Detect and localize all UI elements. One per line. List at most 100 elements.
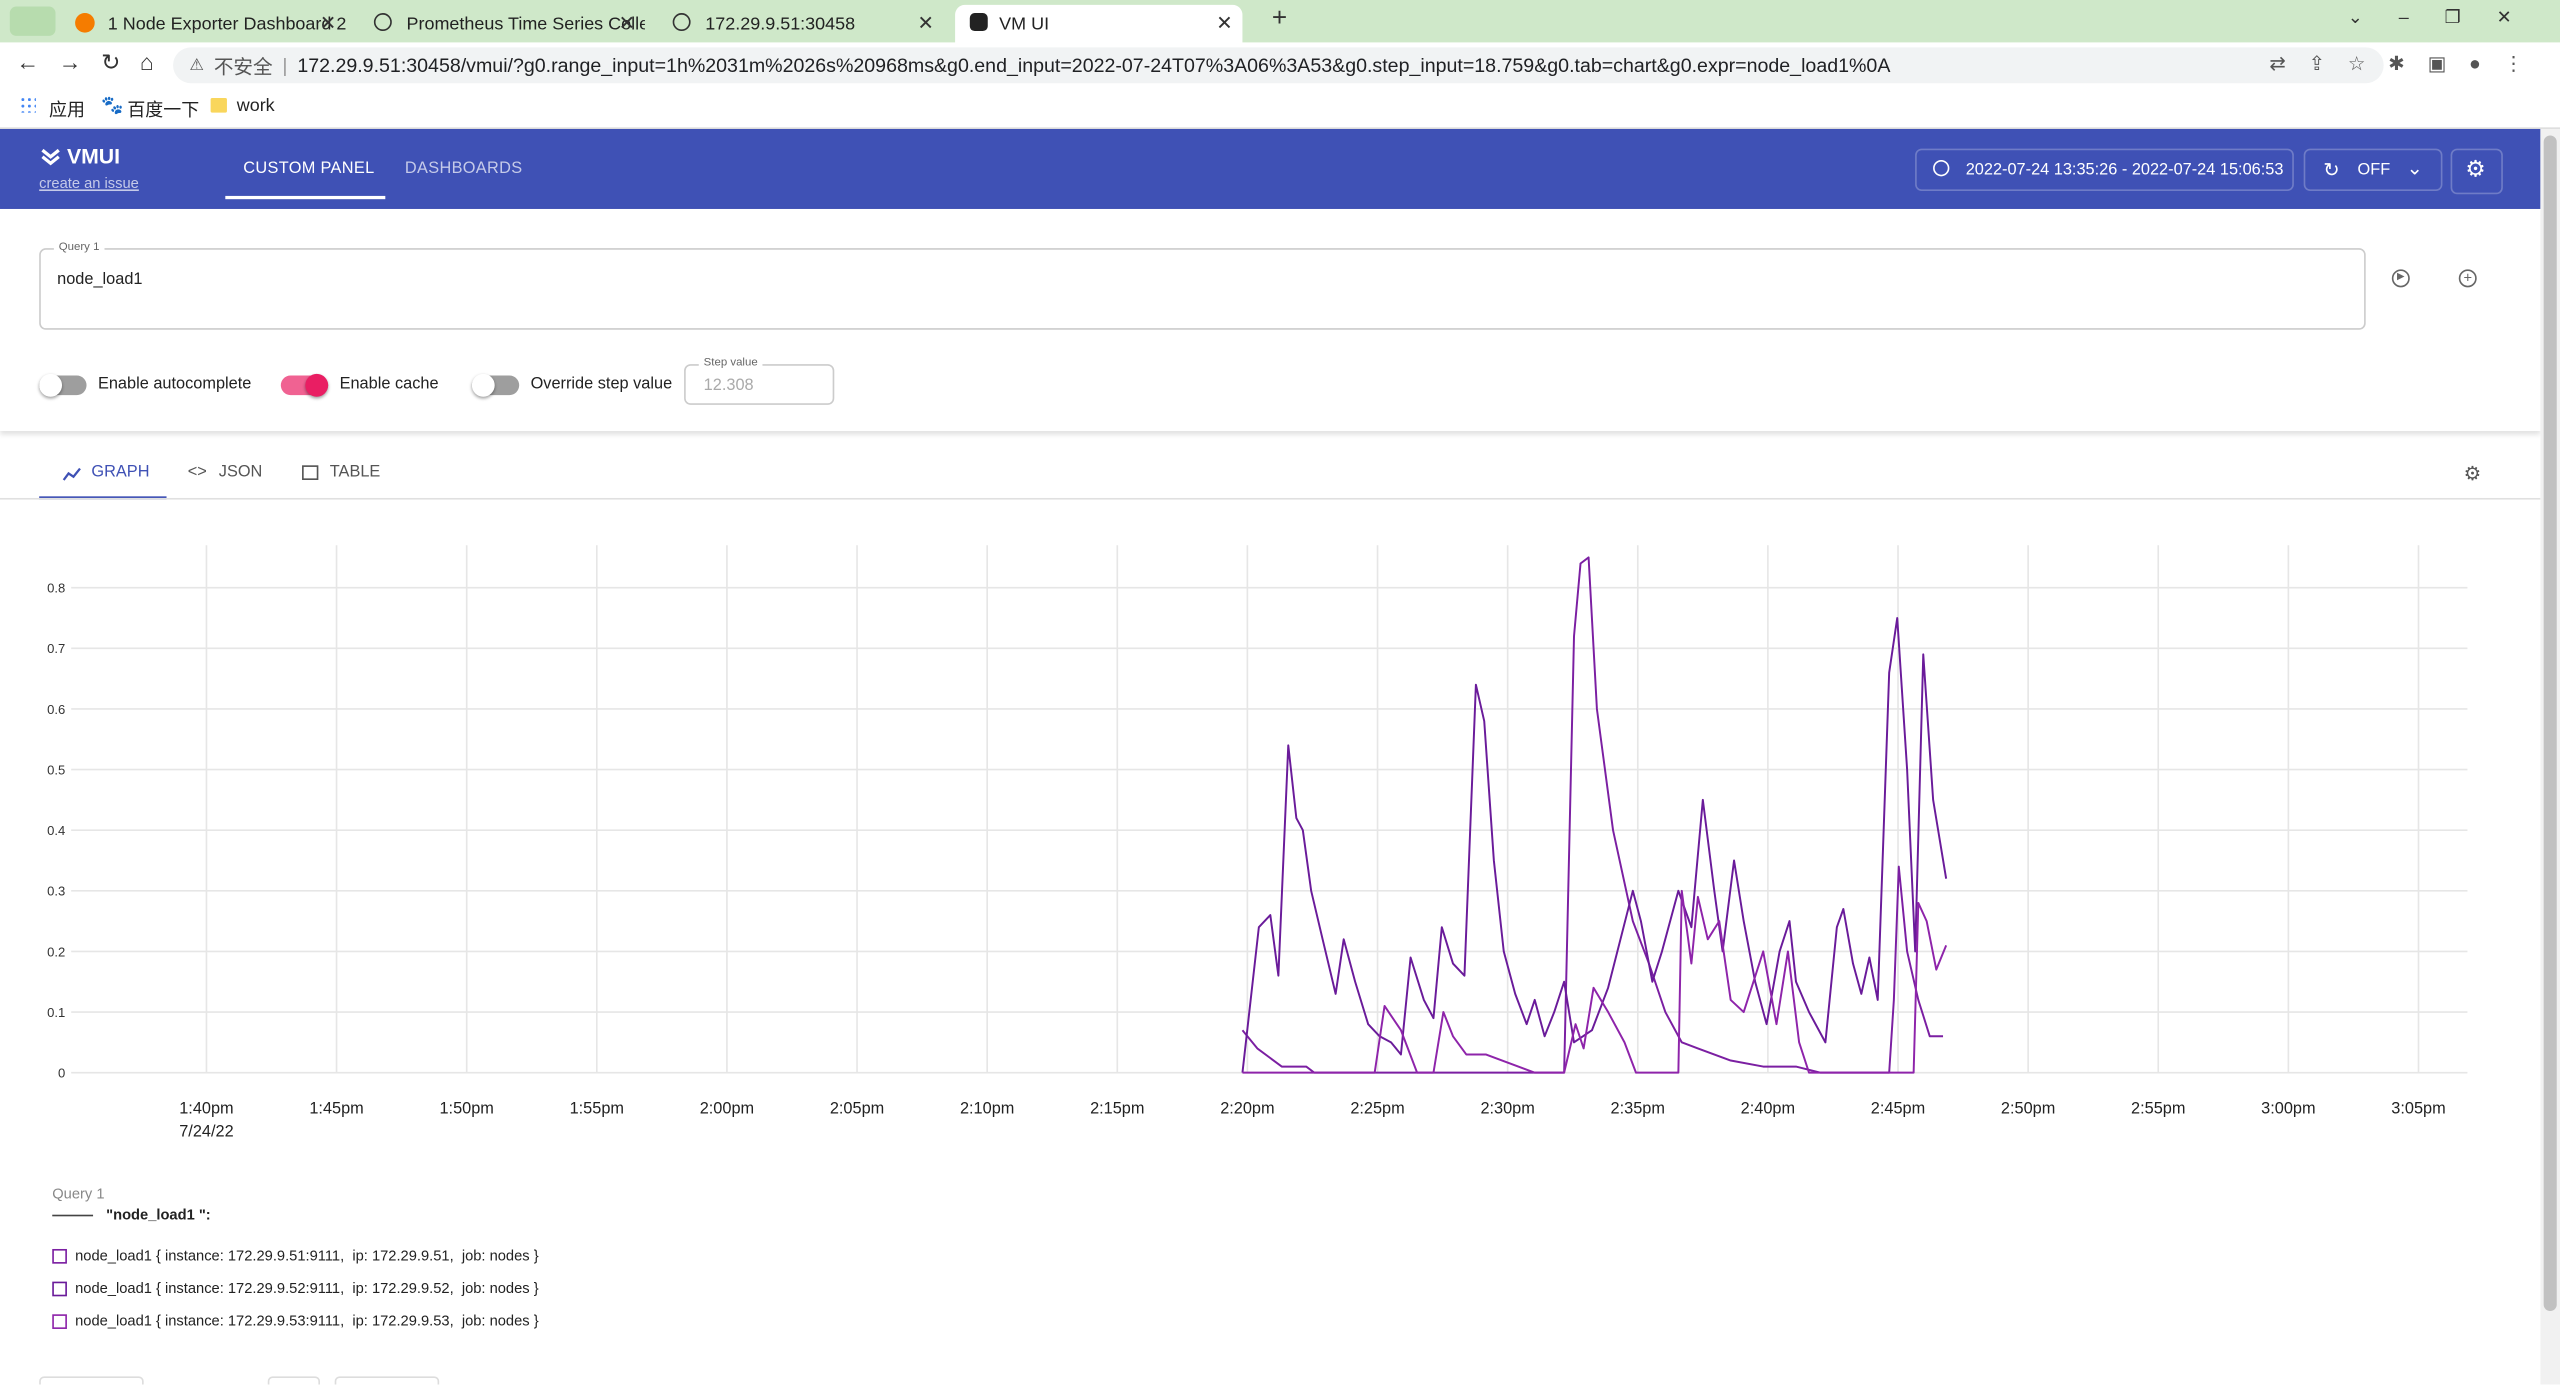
url: 172.29.9.51:30458/vmui/?g0.range_input=1… [297, 53, 1891, 77]
button[interactable] [39, 1376, 144, 1385]
app-header: VMUI create an issue CUSTOM PANEL DASHBO… [0, 128, 2541, 209]
series-line [1242, 889, 1948, 1074]
x-tick-label: 2:55pm [2131, 1099, 2185, 1117]
legend-item[interactable]: node_load1 { instance: 172.29.9.51:9111,… [52, 1247, 539, 1264]
y-tick-label: 0.3 [47, 884, 65, 899]
graph-icon [62, 467, 81, 481]
toggle[interactable] [39, 373, 87, 397]
x-tick-label: 2:30pm [1480, 1099, 1534, 1117]
toggle-label: Enable autocomplete [97, 375, 252, 394]
toggle-label: Enable cache [339, 375, 439, 394]
legend-item[interactable]: node_load1 { instance: 172.29.9.52:9111,… [52, 1279, 539, 1297]
nav-tab[interactable]: DASHBOARDS [404, 159, 523, 178]
view-tab[interactable]: JSON [218, 463, 263, 482]
nav-buttons[interactable]: ←→↻⌂ [16, 48, 174, 76]
step-label: Step value [698, 357, 763, 369]
y-tick-label: 0.1 [47, 1005, 65, 1020]
legend-swatch [52, 1280, 67, 1296]
step-input[interactable]: Step value 12.308 [684, 357, 835, 405]
tab-title: Prometheus Time Series Colle [406, 13, 645, 34]
tab-title: 1 Node Exporter Dashboard 2 [107, 13, 347, 34]
browser-tab[interactable]: 1 Node Exporter Dashboard 2 ✕ [59, 5, 346, 43]
security-label: 不安全 [213, 54, 273, 78]
y-tick-label: 0 [58, 1066, 65, 1081]
divider [0, 497, 2541, 500]
x-tick-label: 2:05pm [830, 1099, 884, 1117]
browser-tab[interactable]: Prometheus Time Series Colle ✕ [358, 5, 645, 43]
view-tab[interactable]: TABLE [329, 463, 381, 482]
bookmarks-bar: 应用 🐾 百度一下 work [0, 86, 2560, 129]
x-tick-label: 2:20pm [1220, 1099, 1274, 1117]
x-tick-label: 2:25pm [1350, 1099, 1404, 1117]
bookmark[interactable]: 百度一下 [127, 101, 200, 121]
new-tab[interactable]: + [1271, 4, 1288, 33]
url-bar[interactable]: ⚠ 不安全 | 172.29.9.51:30458/vmui/?g0.range… [173, 47, 2384, 84]
issue-link[interactable]: create an issue [39, 174, 139, 192]
refresh-button[interactable]: ↻ OFF ⌄ [2303, 148, 2443, 192]
bookmark[interactable]: work [236, 96, 275, 116]
legend-item[interactable]: node_load1 { instance: 172.29.9.53:9111,… [52, 1312, 539, 1329]
x-tick-label: 2:10pm [960, 1099, 1014, 1117]
y-tick-label: 0.4 [47, 823, 65, 838]
query-panel [0, 208, 2541, 432]
logo-icon [41, 148, 60, 166]
browser-tab[interactable]: 172.29.9.51:30458 ✕ [656, 5, 943, 43]
view-tab[interactable]: GRAPH [91, 463, 150, 482]
query-label: Query 1 [53, 241, 105, 254]
refresh-label: OFF [2357, 160, 2391, 179]
y-tick-label: 0.2 [47, 944, 65, 959]
tab-title: 172.29.9.51:30458 [705, 13, 856, 34]
x-date-label: 7/24/22 [179, 1122, 233, 1140]
toolbar-icons[interactable]: ⇄⇪☆✱▣●⋮ [2269, 52, 2547, 76]
button[interactable] [267, 1376, 320, 1385]
nav-tab[interactable]: CUSTOM PANEL [243, 159, 375, 178]
y-tick-label: 0.5 [47, 762, 65, 777]
x-tick-label: 1:40pm [179, 1099, 233, 1117]
x-tick-label: 2:15pm [1090, 1099, 1144, 1117]
legend-group: Query 1 [52, 1185, 105, 1202]
window-controls[interactable]: ⌄–❐✕ [2347, 8, 2548, 28]
legend-swatch [52, 1313, 67, 1329]
time-range: 2022-07-24 13:35:26 - 2022-07-24 15:06:5… [1965, 160, 2284, 179]
series-line [1241, 617, 1948, 1073]
x-tick-label: 2:45pm [1871, 1099, 1925, 1117]
legend-query: "node_load1 ": [106, 1206, 211, 1223]
x-tick-label: 2:50pm [2001, 1099, 2055, 1117]
bookmark[interactable]: 应用 [48, 101, 85, 121]
chart: 0 0.1 0.2 0.3 0.4 0.5 0.6 0.7 0.8 1:40pm 1:45pm 1:5… [47, 545, 2468, 1140]
y-tick-label: 0.6 [47, 702, 65, 717]
step-value: 12.308 [703, 377, 754, 396]
x-tick-label: 1:45pm [309, 1099, 363, 1117]
add-query-button[interactable]: + [2458, 269, 2477, 288]
toggle[interactable] [280, 373, 329, 397]
table-icon [302, 465, 319, 480]
legend-swatch [52, 1248, 67, 1263]
legend-line [52, 1214, 94, 1217]
y-tick-label: 0.7 [47, 641, 65, 656]
x-tick-label: 2:35pm [1611, 1099, 1665, 1117]
query-input[interactable]: Query 1 node_load1 [39, 241, 2366, 330]
y-tick-label: 0.8 [47, 581, 65, 596]
series-line [1241, 556, 1944, 1074]
query-value: node_load1 [57, 271, 143, 289]
pinned-tab[interactable] [9, 6, 56, 36]
logo: VMUI [66, 143, 120, 169]
x-tick-label: 3:05pm [2391, 1099, 2445, 1117]
x-tick-label: 1:55pm [570, 1099, 624, 1117]
execute-button[interactable]: ▶ [2391, 269, 2410, 288]
json-icon: <> [187, 463, 207, 482]
graph-settings[interactable]: ⚙ [2463, 462, 2482, 485]
button[interactable] [334, 1376, 440, 1385]
time-range-button[interactable]: 2022-07-24 13:35:26 - 2022-07-24 15:06:5… [1915, 148, 2294, 192]
tab-bar: 1 Node Exporter Dashboard 2 ✕ Prometheus … [0, 0, 2560, 43]
x-tick-label: 3:00pm [2261, 1099, 2315, 1117]
toggle[interactable] [471, 373, 520, 397]
tab-title: VM UI [999, 13, 1050, 34]
browser-tab[interactable]: VM UI ✕ [955, 4, 1243, 43]
legend-label: node_load1 { instance: 172.29.9.53:9111,… [75, 1312, 539, 1329]
legend-label: node_load1 { instance: 172.29.9.52:9111,… [75, 1279, 539, 1297]
x-tick-label: 1:50pm [439, 1099, 493, 1117]
scrollbar[interactable] [2540, 128, 2560, 1385]
settings-button[interactable]: ⚙ [2450, 148, 2503, 195]
